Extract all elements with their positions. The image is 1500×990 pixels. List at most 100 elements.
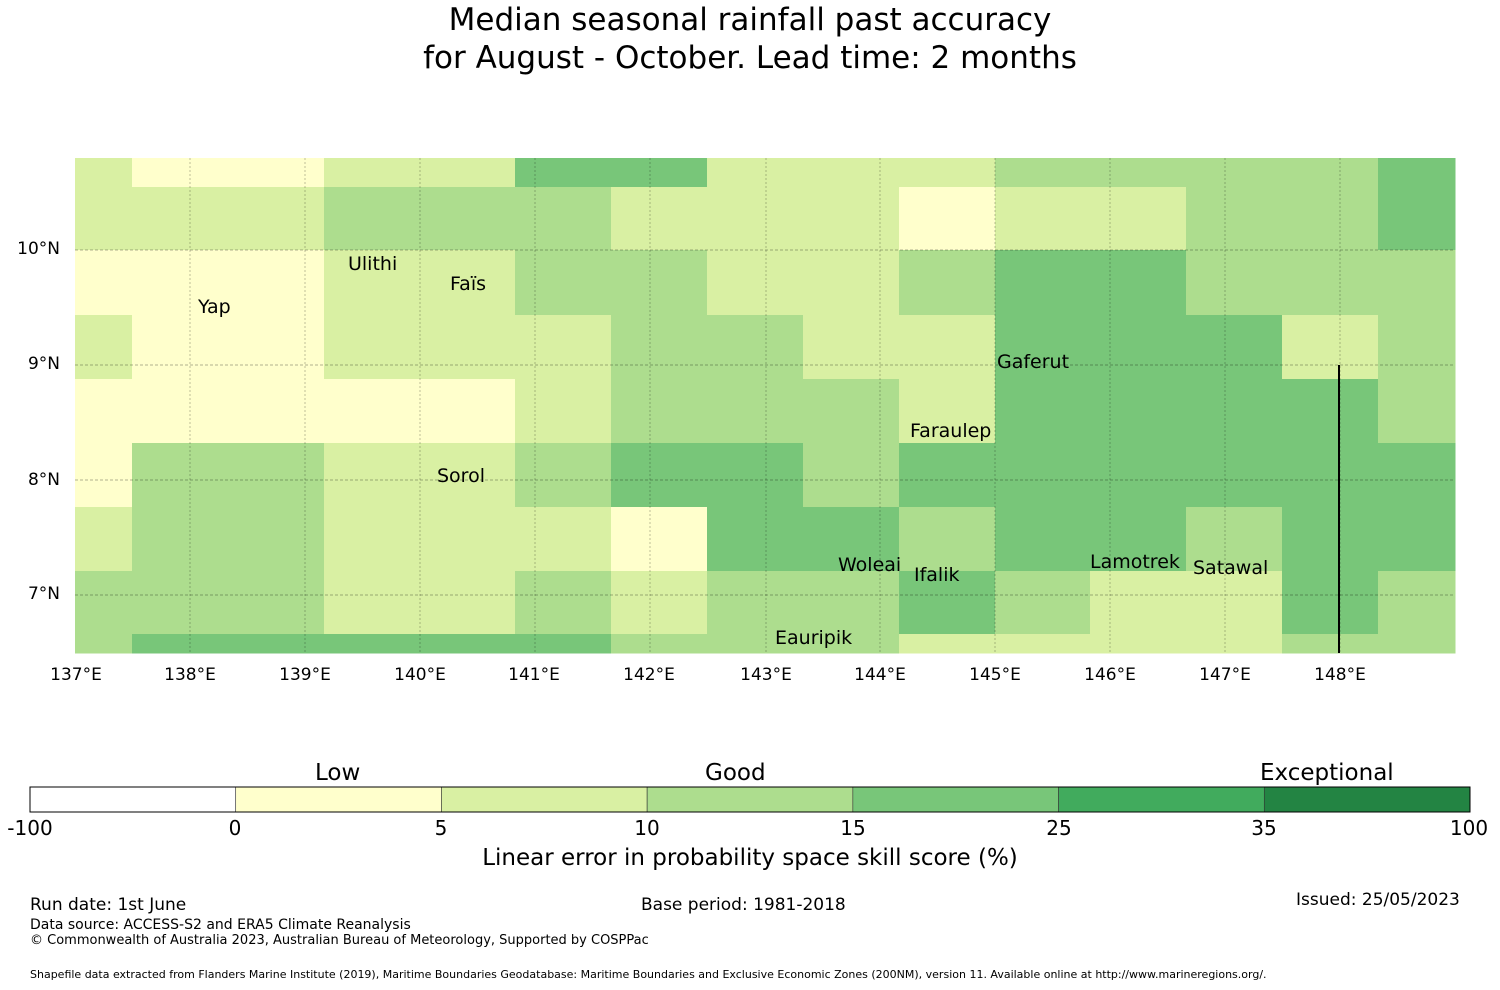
base-period: Base period: 1981-2018 <box>641 895 846 915</box>
skill-grid-cell <box>1090 443 1187 508</box>
skill-grid-cell <box>995 158 1091 188</box>
skill-grid-cell <box>324 158 421 188</box>
colorbar-tick: 0 <box>228 816 242 840</box>
issued-date: Issued: 25/05/2023 <box>1296 890 1460 910</box>
lat-label-10n: 10°N <box>17 239 60 259</box>
skill-grid-cell <box>1378 187 1456 251</box>
skill-grid-cell <box>324 443 421 508</box>
skill-grid-cell <box>1282 571 1379 635</box>
skill-grid-cell <box>1186 634 1283 654</box>
skill-grid-cell <box>803 443 900 508</box>
colorbar-frame <box>29 786 1471 813</box>
skill-grid-cell <box>75 507 133 572</box>
lon-label-137e: 137°E <box>50 665 102 685</box>
skill-grid-cell <box>515 507 612 572</box>
category-label-low: Low <box>315 760 361 786</box>
place-label-ulithi: Ulithi <box>348 253 398 275</box>
place-label-faraulep: Faraulep <box>910 420 992 442</box>
skill-grid-cell <box>515 315 612 380</box>
skill-grid-cell <box>132 634 229 654</box>
skill-grid-cell <box>1186 315 1283 380</box>
skill-grid-cell <box>995 315 1091 380</box>
skill-grid-cell <box>420 158 516 188</box>
lat-label-9n: 9°N <box>27 354 60 374</box>
skill-grid-cell <box>75 379 133 444</box>
skill-grid-cell <box>132 315 229 380</box>
colorbar-tick: -100 <box>7 816 53 840</box>
skill-grid-cell <box>995 379 1091 444</box>
data-source: Data source: ACCESS-S2 and ERA5 Climate … <box>30 917 411 933</box>
skill-grid-cell <box>707 187 804 251</box>
skill-grid-cell <box>75 443 133 508</box>
lon-label-145e: 145°E <box>969 665 1021 685</box>
colorbar-tick: 35 <box>1251 816 1277 840</box>
skill-grid-cell <box>1090 250 1187 316</box>
skill-grid-cell <box>611 315 708 380</box>
skill-grid-cell <box>611 571 708 635</box>
skill-grid-cell <box>324 507 421 572</box>
skill-grid-cell <box>1186 379 1283 444</box>
skill-grid-cell <box>420 443 516 508</box>
skill-grid-cell <box>995 571 1091 635</box>
skill-grid-cell <box>1186 443 1283 508</box>
skill-grid-cell <box>611 379 708 444</box>
skill-grid-cell <box>132 158 229 188</box>
skill-grid-cell <box>1378 443 1456 508</box>
skill-grid-cell <box>707 250 804 316</box>
skill-grid-cell <box>803 379 900 444</box>
skill-grid-cell <box>324 187 421 251</box>
skill-grid-cell <box>420 187 516 251</box>
skill-grid-cell <box>324 250 421 316</box>
skill-grid-cell <box>995 507 1091 572</box>
colorbar-segment <box>441 786 648 813</box>
skill-grid-cell <box>803 315 900 380</box>
skill-grid-cell <box>420 250 516 316</box>
lon-label-140e: 140°E <box>394 665 446 685</box>
skill-grid-cell <box>324 571 421 635</box>
skill-grid-cell <box>803 187 900 251</box>
skill-grid-cell <box>132 379 229 444</box>
skill-grid-cell <box>1090 379 1187 444</box>
skill-grid-cell <box>611 158 708 188</box>
category-label-exceptional: Exceptional <box>1260 760 1394 786</box>
skill-grid-cell <box>75 571 133 635</box>
skill-grid-cell <box>515 443 612 508</box>
skill-grid-cell <box>1282 634 1379 654</box>
copyright-notice: © Commonwealth of Australia 2023, Austra… <box>30 933 649 948</box>
skill-grid-cell <box>995 187 1091 251</box>
skill-grid-cell <box>1378 315 1456 380</box>
skill-grid-cell <box>1090 507 1187 572</box>
skill-grid-cell <box>899 187 996 251</box>
skill-grid-cell <box>1282 507 1379 572</box>
skill-grid-cell <box>1282 250 1379 316</box>
colorbar-tick: 5 <box>434 816 448 840</box>
skill-grid-cell <box>515 250 612 316</box>
skill-grid-cell <box>803 634 900 654</box>
skill-grid-cell <box>1282 187 1379 251</box>
colorbar-segment <box>1263 786 1471 813</box>
skill-grid-cell <box>228 634 325 654</box>
skill-grid-cell <box>1090 315 1187 380</box>
skill-grid-cell <box>1282 379 1379 444</box>
colorbar-tick: 10 <box>634 816 660 840</box>
place-label-woleai: Woleai <box>838 554 902 576</box>
skill-grid-cell <box>611 507 708 572</box>
place-label-satawal: Satawal <box>1193 557 1269 579</box>
skill-grid-cell <box>228 158 325 188</box>
skill-grid-cell <box>1378 571 1456 635</box>
run-date: Run date: 1st June <box>30 895 187 915</box>
skill-grid-cell <box>228 250 325 316</box>
colorbar-tick: 15 <box>840 816 866 840</box>
lon-label-148e: 148°E <box>1314 665 1366 685</box>
colorbar-segment <box>1058 786 1265 813</box>
skill-grid-cell <box>899 315 996 380</box>
shapefile-credit: Shapefile data extracted from Flanders M… <box>30 968 1267 981</box>
skill-grid-cell <box>803 571 900 635</box>
skill-grid-cell <box>420 379 516 444</box>
skill-grid-cell <box>1090 158 1187 188</box>
skill-grid-cell <box>611 634 708 654</box>
skill-grid-cell <box>1186 571 1283 635</box>
skill-grid-cell <box>75 250 133 316</box>
map-title-line-1: Median seasonal rainfall past accuracy <box>448 2 1052 38</box>
skill-grid-cell <box>707 158 804 188</box>
